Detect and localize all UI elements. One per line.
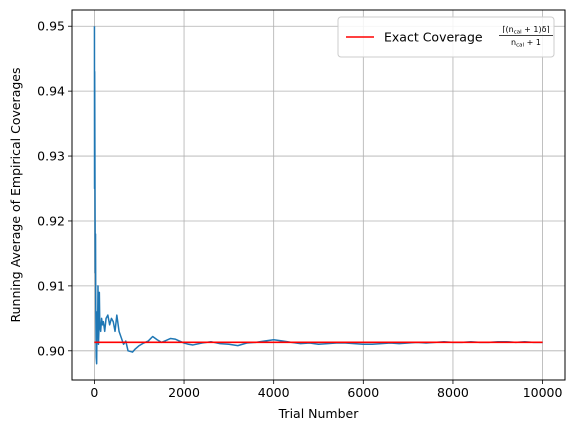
running-average-line — [93, 26, 543, 365]
y-axis-title: Running Average of Empirical Coverages — [8, 68, 23, 323]
x-tick-label: 4000 — [258, 385, 290, 400]
legend-formula-denominator: ncal + 1 — [511, 38, 541, 49]
y-tick-label: 0.91 — [37, 278, 65, 293]
x-axis-title: Trial Number — [278, 406, 360, 421]
x-tick-label: 0 — [90, 385, 98, 400]
y-tick-label: 0.92 — [37, 213, 65, 228]
y-tick-label: 0.93 — [37, 149, 65, 164]
y-tick-label: 0.95 — [37, 19, 65, 34]
grid-lines — [72, 10, 565, 380]
x-tick-label: 6000 — [347, 385, 379, 400]
x-tick-label: 10000 — [523, 385, 563, 400]
axis-ticks: 0 2000 4000 6000 8000 10000 0.90 0.91 0.92 0.93 0.… — [37, 19, 562, 400]
x-tick-label: 2000 — [168, 385, 200, 400]
plot-series — [93, 26, 543, 365]
legend-box — [337, 16, 555, 58]
legend-label-exact-coverage: Exact Coverage — [384, 30, 483, 45]
legend-formula-numerator: ⌈(ncal + 1)δ⌉ — [502, 25, 549, 36]
y-tick-label: 0.90 — [37, 343, 65, 358]
plot-frame — [71, 9, 566, 381]
y-tick-label: 0.94 — [37, 84, 65, 99]
legend: Exact Coverage ⌈(ncal + 1)δ⌉ ncal + 1 — [337, 16, 555, 58]
x-tick-label: 8000 — [437, 385, 469, 400]
